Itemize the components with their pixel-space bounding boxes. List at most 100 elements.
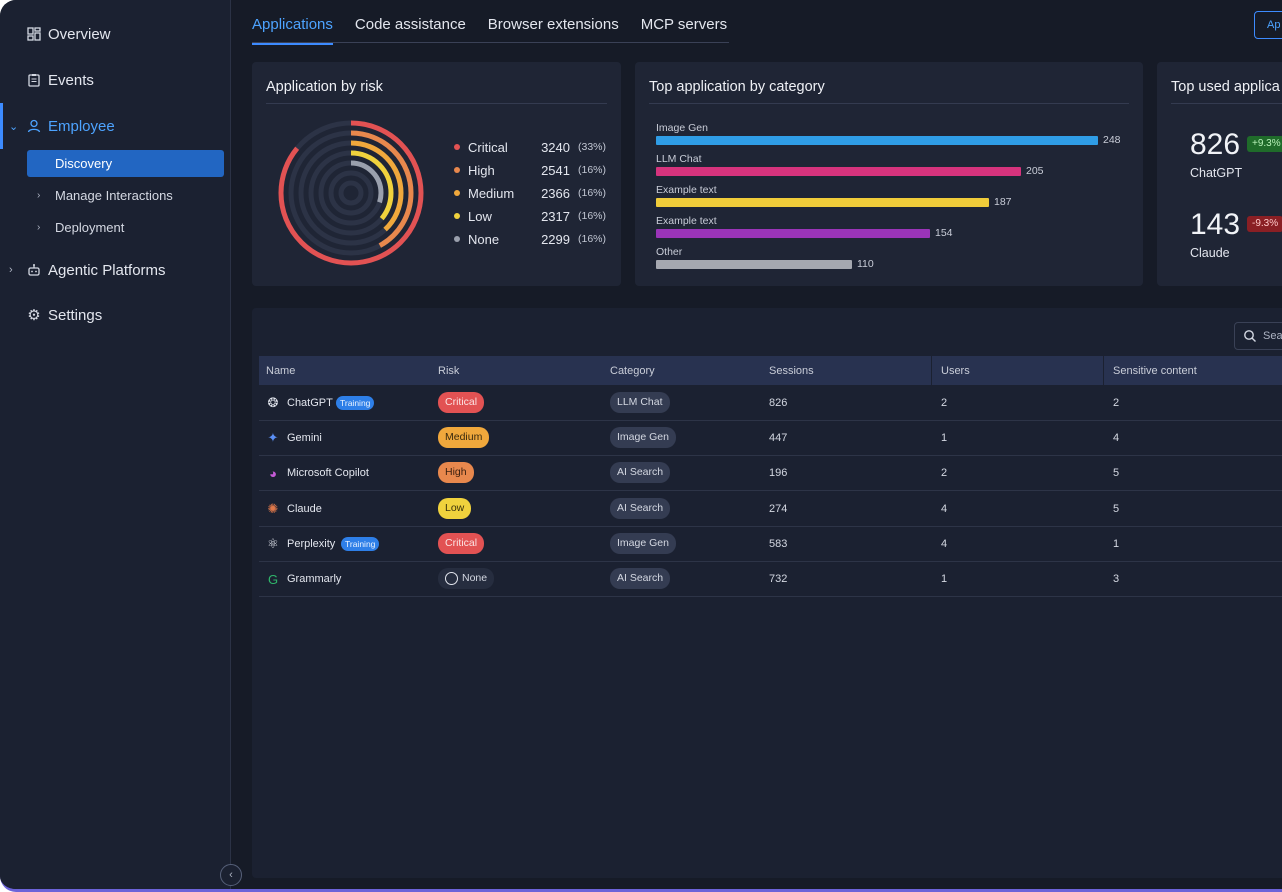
app-name: Gemini (287, 432, 322, 445)
legend-item-critical[interactable]: Critical 3240 (33%) (454, 138, 606, 156)
app-name: Perplexity (287, 537, 336, 550)
risk-pill: None (438, 568, 495, 589)
category-bar (656, 136, 1098, 145)
legend-item-high[interactable]: High 2541 (16%) (454, 161, 606, 179)
legend-value: 2299 (541, 231, 570, 247)
sensitive-content-cell: 3 (1113, 573, 1120, 585)
table-row[interactable]: ✺ Claude Low AI Search 274 4 5 (259, 492, 1282, 527)
category-label: Example text (656, 215, 717, 227)
search-placeholder: Sea (1263, 330, 1282, 342)
risk-pill: Medium (438, 427, 490, 449)
column-header-users[interactable]: Users (941, 365, 970, 377)
top-used-card: Top used applica 826 +9.3% ChatGPT 143 -… (1157, 62, 1282, 286)
category-value: 154 (935, 227, 953, 239)
training-badge: Training (341, 536, 380, 551)
nav-discovery[interactable]: Discovery (27, 150, 224, 177)
category-value: 205 (1026, 165, 1044, 177)
column-separator (931, 356, 932, 385)
category-label: Other (656, 246, 683, 258)
legend-dot (454, 236, 460, 242)
legend-percent: (16%) (578, 187, 607, 199)
risk-arc-critical (278, 120, 424, 266)
category-pill: Image Gen (610, 532, 676, 554)
divider (1171, 103, 1282, 104)
top-used-value: 826 (1190, 128, 1241, 161)
nav-settings-label: Settings (48, 306, 103, 324)
risk-pill: Low (438, 497, 472, 519)
divider (266, 103, 607, 104)
risk-pill: High (438, 462, 474, 484)
sensitive-content-cell: 5 (1113, 467, 1120, 480)
column-header-risk[interactable]: Risk (438, 365, 460, 377)
risk-pill: Critical (438, 392, 485, 413)
nav-overview-label: Overview (48, 25, 111, 43)
column-header-name[interactable]: Name (266, 365, 296, 377)
category-card: Top application by category Image Gen 248… (635, 62, 1143, 286)
legend-item-low[interactable]: Low 2317 (16%) (454, 207, 606, 225)
nav-deployment[interactable]: › Deployment (27, 214, 224, 241)
top-used-card-title: Top used applica (1171, 79, 1280, 95)
tab-divider (252, 42, 729, 43)
column-header-sessions[interactable]: Sessions (769, 365, 814, 377)
nav-overview[interactable]: Overview (0, 19, 231, 49)
top-action-button[interactable]: Ap (1254, 11, 1282, 39)
column-header-sensitive-content[interactable]: Sensitive content (1113, 365, 1197, 377)
category-value: 110 (857, 258, 874, 270)
dashboard-icon (26, 26, 42, 42)
perplexity-icon: ⚛ (267, 535, 279, 551)
column-header-category[interactable]: Category (610, 365, 655, 377)
category-label: LLM Chat (656, 153, 702, 165)
app-name: Microsoft Copilot (287, 467, 369, 480)
users-cell: 2 (941, 467, 948, 480)
legend-dot (454, 190, 460, 196)
tab-browser-extensions[interactable]: Browser extensions (487, 16, 619, 33)
category-bar (656, 260, 852, 269)
nav-deployment-label: Deployment (55, 220, 125, 235)
search-input[interactable]: Sea (1234, 322, 1282, 350)
legend-label: Medium (468, 185, 515, 201)
table-row[interactable]: G Grammarly None AI Search 732 1 3 (259, 562, 1282, 597)
search-icon (1243, 329, 1257, 346)
nav-employee-label: Employee (48, 117, 115, 135)
legend-dot (454, 213, 460, 219)
claude-icon: ✺ (267, 500, 279, 516)
legend-item-none[interactable]: None 2299 (16%) (454, 230, 606, 248)
sensitive-content-cell: 1 (1113, 537, 1120, 550)
tab-mcp-servers[interactable]: MCP servers (640, 16, 728, 33)
app-name: ChatGPT (287, 397, 333, 409)
table-row[interactable]: ◕ Microsoft Copilot High AI Search 196 2 5 (259, 456, 1282, 492)
table-row[interactable]: ⚛ Perplexity Training Critical Image Gen 583 4… (259, 527, 1282, 562)
nav-settings[interactable]: ⚙ Settings (0, 300, 231, 330)
collapse-sidebar-button[interactable]: ‹ (220, 864, 242, 886)
sidebar: Overview Events ⌄ Employee Discovery › M… (0, 0, 231, 889)
chevron-right-icon: › (9, 264, 13, 276)
nav-discovery-label: Discovery (55, 156, 113, 171)
legend-item-medium[interactable]: Medium 2366 (16%) (454, 184, 606, 202)
sessions-cell: 196 (769, 467, 788, 480)
tab-code-assistance[interactable]: Code assistance (354, 16, 466, 33)
risk-radial-chart (278, 120, 424, 266)
delta-badge: +9.3% (1247, 136, 1282, 152)
chevron-left-icon: ‹ (229, 869, 233, 881)
legend-label: Low (468, 208, 492, 224)
risk-arc-high (288, 130, 414, 256)
risk-arc-medium (298, 140, 404, 246)
nav-employee[interactable]: ⌄ Employee (0, 103, 231, 149)
category-value: 187 (994, 196, 1012, 208)
table-row[interactable]: ❂ ChatGPT Training Critical LLM Chat 826 2 2 (259, 386, 1282, 421)
table-row[interactable]: ✦ Gemini Medium Image Gen 447 1 4 (259, 421, 1282, 457)
category-pill: AI Search (610, 568, 671, 589)
grammarly-icon: G (267, 571, 279, 587)
legend-percent: (16%) (578, 210, 607, 222)
nav-events[interactable]: Events (0, 65, 231, 95)
legend-label: Critical (468, 139, 508, 155)
users-cell: 4 (941, 537, 948, 550)
nav-manage-interactions[interactable]: › Manage Interactions (27, 182, 224, 209)
category-value: 248 (1103, 134, 1121, 146)
legend-value: 3240 (541, 139, 570, 155)
nav-agentic-platforms[interactable]: › Agentic Platforms (0, 255, 231, 285)
tab-applications[interactable]: Applications (252, 16, 333, 45)
sensitive-content-cell: 2 (1113, 397, 1120, 409)
legend-percent: (16%) (578, 164, 607, 176)
tab-bar: Applications Code assistance Browser ext… (252, 16, 749, 45)
